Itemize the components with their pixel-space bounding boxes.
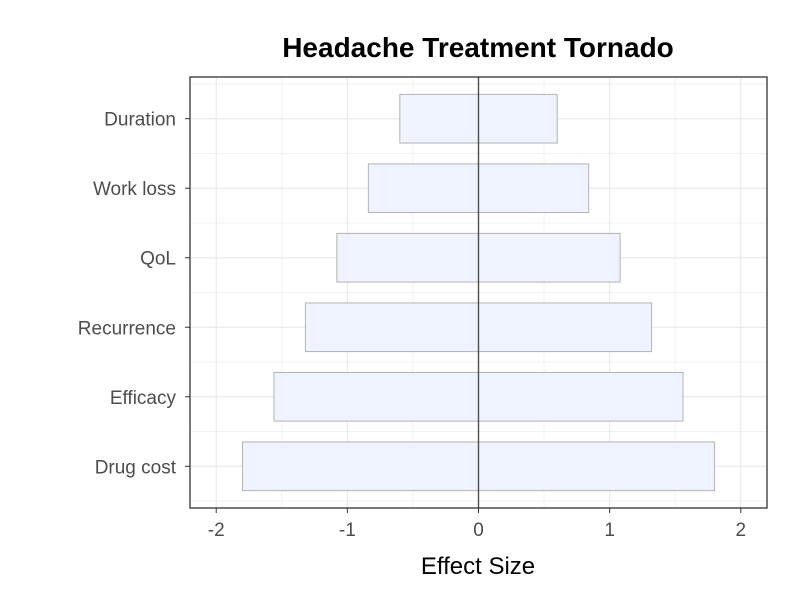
axes-layer: -2 -1 0 1 2 Duration Work loss QoL Recurrence Eff…: [78, 76, 768, 541]
y-tick-label: Duration: [104, 110, 176, 131]
x-tick-label: 1: [604, 520, 615, 541]
chart-title: Headache Treatment Tornado: [282, 32, 674, 63]
y-tick-label: Recurrence: [78, 318, 176, 339]
x-tick-label: 2: [735, 520, 746, 541]
y-tick-label: Drug cost: [95, 457, 177, 478]
x-tick-label: 0: [473, 520, 484, 541]
y-tick-label: Work loss: [93, 179, 176, 200]
x-tick-label: -1: [339, 520, 356, 541]
y-tick-label: Efficacy: [110, 388, 177, 409]
x-tick-label: -2: [208, 520, 225, 541]
y-tick-label: QoL: [140, 249, 176, 270]
x-axis-title: Effect Size: [421, 553, 535, 580]
